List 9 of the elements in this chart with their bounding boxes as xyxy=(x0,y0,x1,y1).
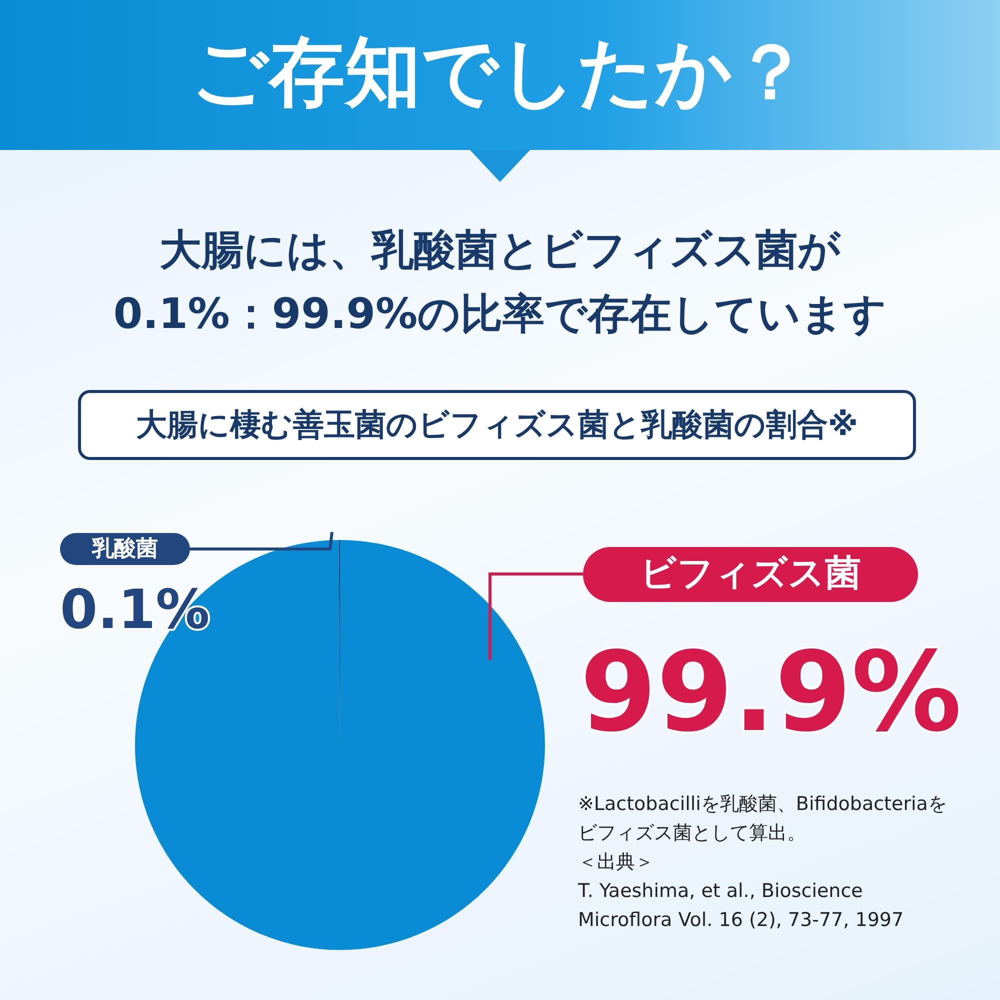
slice-label: ビフィズス菌 xyxy=(640,552,861,594)
legend-title: 大腸に棲む善玉菌のビフィズス菌と乳酸菌の割合※ xyxy=(78,390,916,460)
data-label: 99.9% xyxy=(580,628,962,756)
chart-title: ご存知でしたか？ xyxy=(190,26,810,118)
text: ＜出典＞ xyxy=(578,850,655,875)
slice-label: 乳酸菌 xyxy=(91,536,158,562)
chart-subtitle: 大腸には、乳酸菌とビフィズス菌が 0.1%：99.9%の比率で存在しています xyxy=(112,224,888,340)
text: T. Yaeshima, et al., Bioscience Microflora Vol. 16 (2), 73-77, 1997 xyxy=(578,879,905,933)
text: ※Lactobacilliを乳酸菌、Bifidobacteriaをビフィズス菌として算出。 xyxy=(578,792,948,846)
